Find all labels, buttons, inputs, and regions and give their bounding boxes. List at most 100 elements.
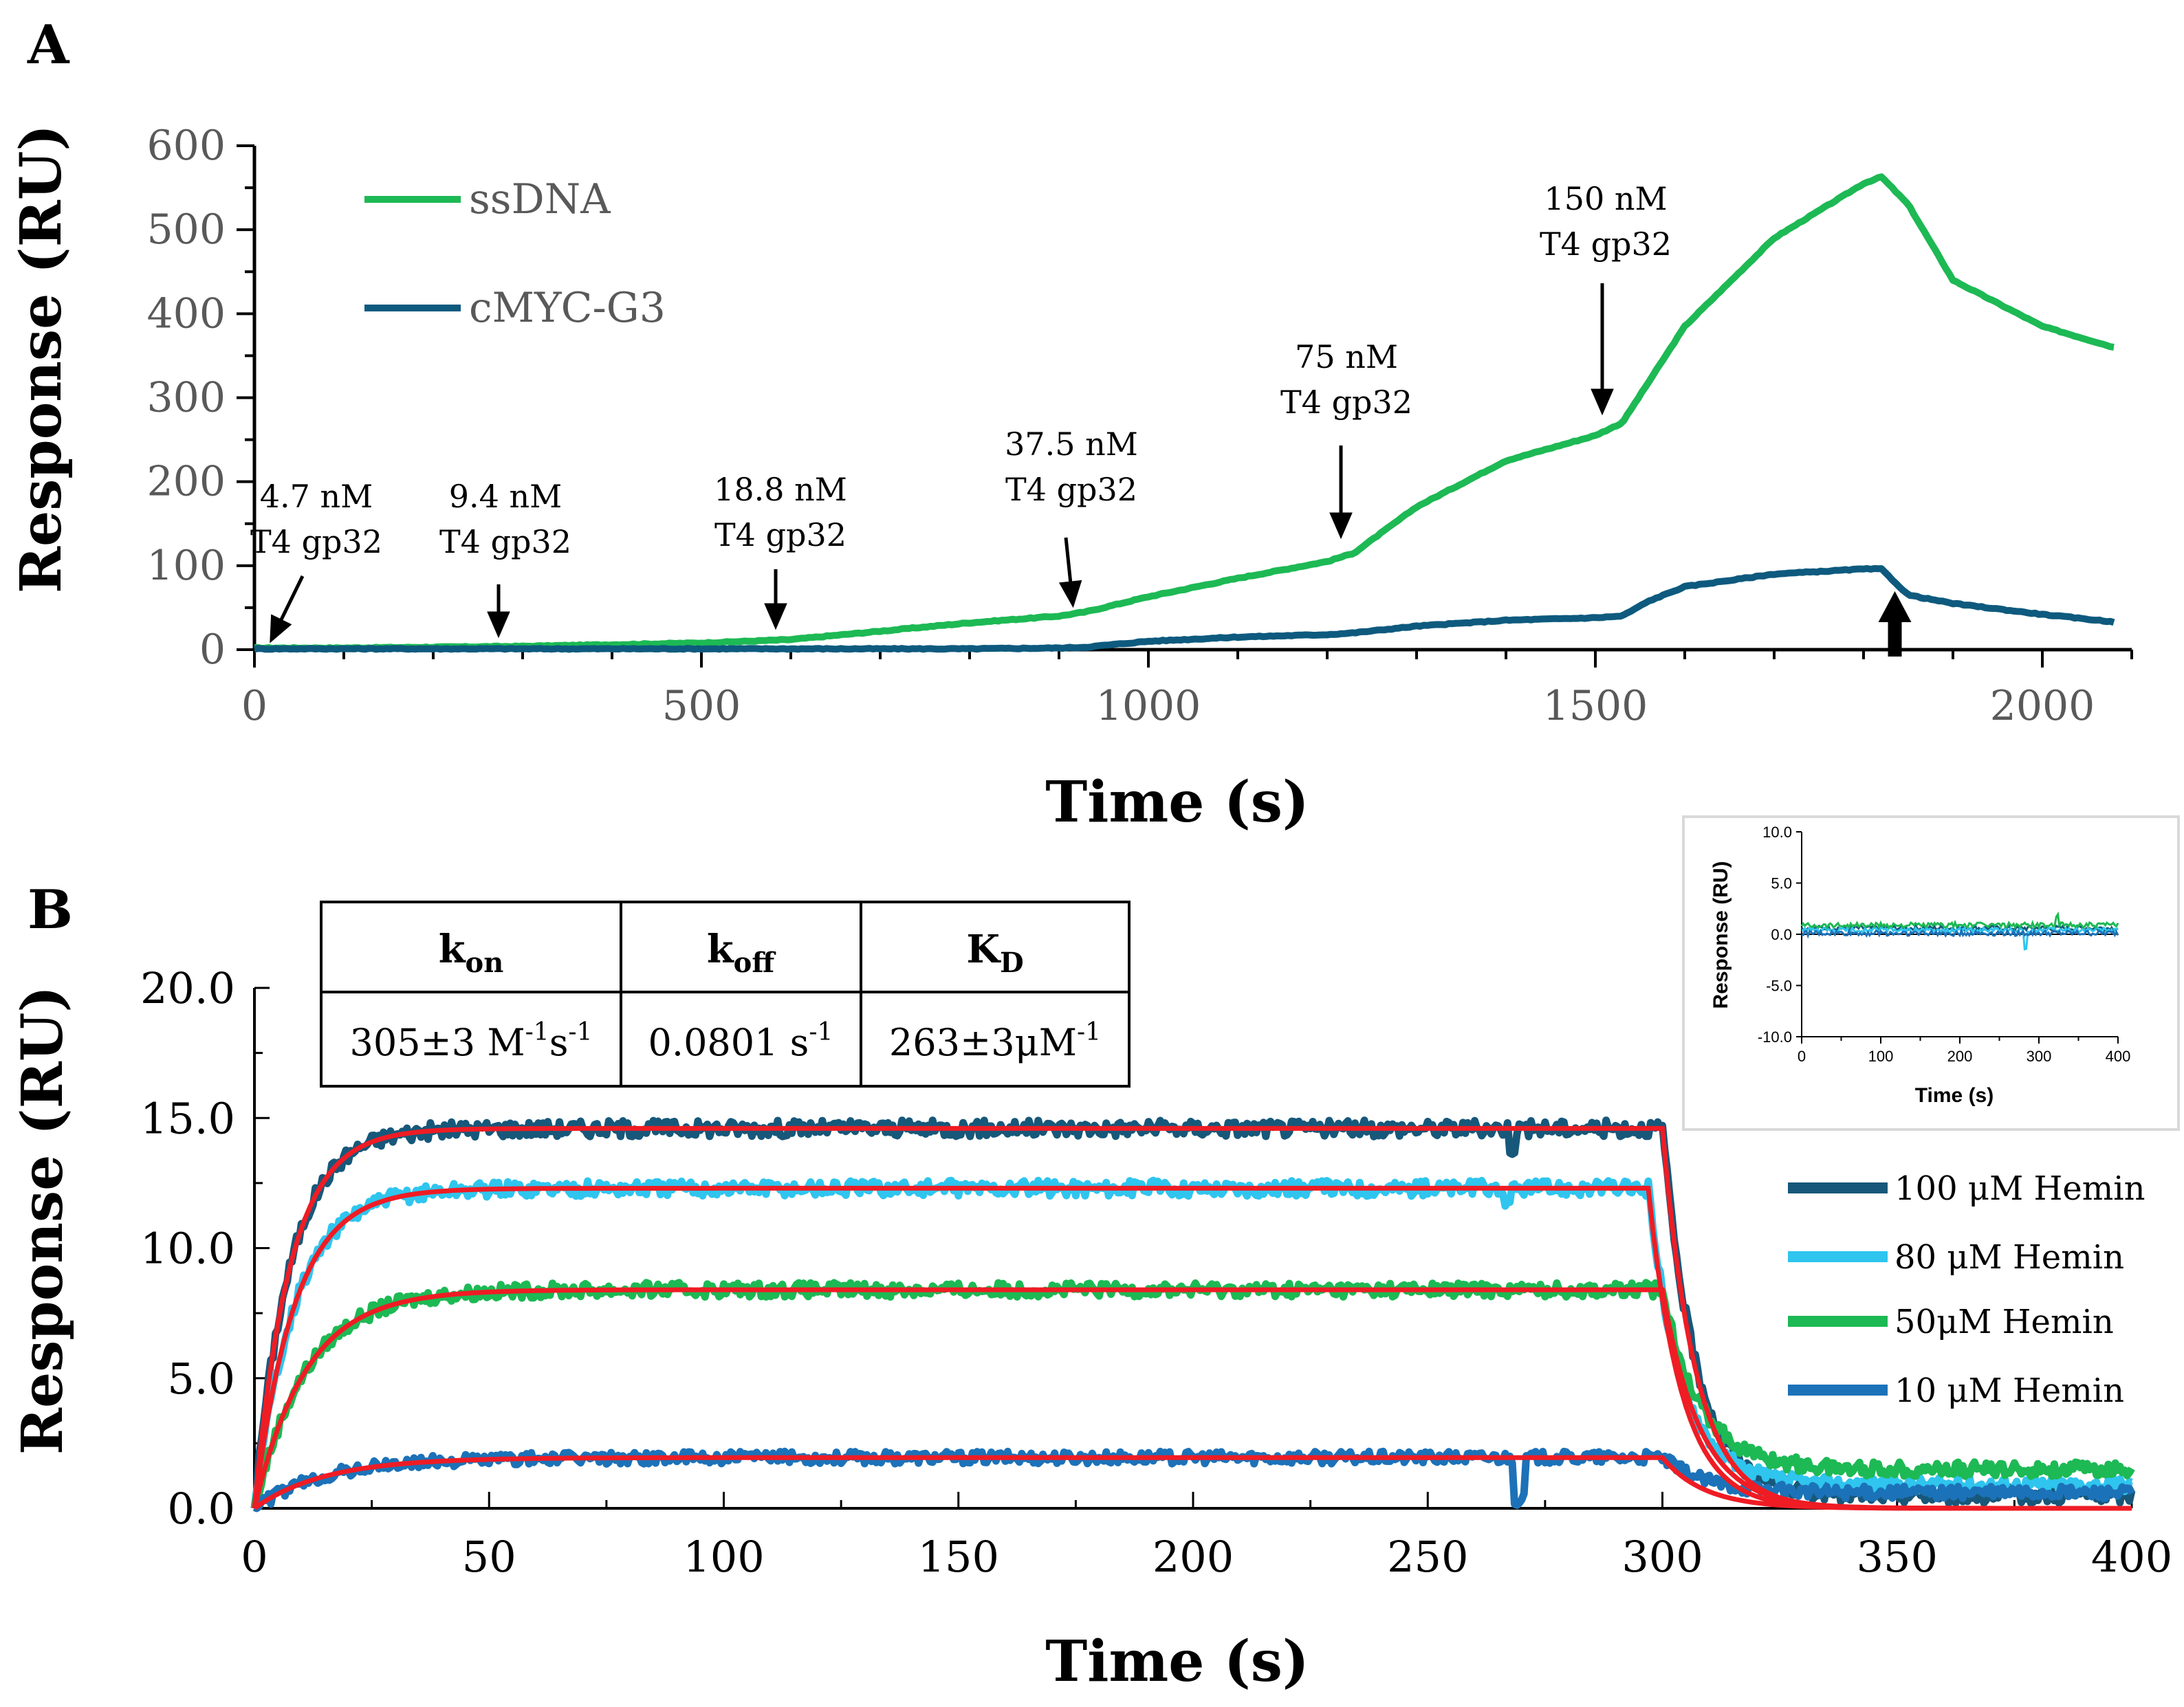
panel-b-fit-curves [252,1125,2132,1511]
annotation-arrow [487,584,510,639]
panel-a-x-tick-labels: 0 500 1000 1500 2000 [241,682,2095,730]
value-kd: 263±3μM-1 [889,1018,1101,1064]
legend-label-ssdna: ssDNA [469,175,611,223]
annotation-150nm: 150 nM T4 gp32 [1540,180,1672,416]
panel-a-x-tick: 0 [241,682,267,730]
inset-x-tick-labels: 0 100 200 300 400 [1798,1048,2130,1065]
inset-x-axis-title: Time (s) [1915,1084,1994,1107]
panel-a-annotations: 4.7 nM T4 gp32 9.4 nM T4 gp32 18.8 nM T4… [250,180,1912,657]
annotation-line1: 37.5 nM [1005,426,1138,463]
panel-b-x-tick-labels: 0 50 100 150 200 250 300 350 400 [241,1532,2172,1582]
legend-label-100um: 100 μM Hemin [1894,1169,2145,1208]
inset-y-tick-labels: 10.0 5.0 0.0 -5.0 -10.0 [1758,824,1792,1046]
inset-series-line [1800,911,2119,930]
annotation-line2: T4 gp32 [1540,225,1672,263]
panel-b-y-tick: 0.0 [167,1484,235,1534]
annotation-18-8nm: 18.8 nM T4 gp32 [714,471,847,630]
panel-a-legend: ssDNA cMYC-G3 [364,175,666,332]
panel-b-series [250,1116,2136,1512]
panel-b-x-tick: 100 [683,1532,764,1582]
panel-a-y-tick: 600 [146,122,226,170]
panel-a-y-tick-labels: 0 100 200 300 400 500 600 [146,122,226,674]
panel-b-y-tick: 20.0 [140,963,235,1013]
legend-label-50um: 50μM Hemin [1894,1303,2114,1341]
fit-curve [252,1455,2132,1511]
annotation-arrow [764,569,787,630]
annotation-9-4nm: 9.4 nM T4 gp32 [439,478,571,639]
annotation-75nm: 75 nM T4 gp32 [1280,338,1412,540]
panel-b-y-tick: 5.0 [167,1354,235,1404]
inset-chart: 10.0 5.0 0.0 -5.0 -10.0 0 100 200 300 40… [1682,815,2180,1131]
inset-x-tick: 400 [2106,1048,2131,1065]
annotation-37-5nm: 37.5 nM T4 gp32 [1005,426,1138,608]
panel-a-label: A [27,14,70,76]
inset-y-tick: -10.0 [1758,1028,1792,1046]
panel-b-x-tick: 250 [1387,1532,1468,1582]
inset-y-tick: 5.0 [1771,875,1792,892]
legend-label-cmyc-g3: cMYC-G3 [469,284,666,332]
panel-b-label: B [28,879,73,941]
panel-a-x-tick: 1000 [1096,682,1201,730]
panel-b-y-tick: 15.0 [140,1093,235,1143]
panel-b-x-tick: 150 [918,1532,999,1582]
panel-b-x-tick: 50 [462,1532,516,1582]
annotation-arrow [1591,283,1614,416]
panel-a-y-tick: 400 [146,289,226,338]
panel-a-y-tick: 500 [146,206,226,254]
panel-b-x-tick: 300 [1621,1532,1703,1582]
panel-b-y-tick-labels: 0.0 5.0 10.0 15.0 20.0 [140,963,235,1534]
annotation-line2: T4 gp32 [250,523,382,560]
panel-a-y-tick: 0 [199,626,226,674]
annotation-4-7nm: 4.7 nM T4 gp32 [250,478,382,643]
annotation-line1: 4.7 nM [260,478,373,515]
panel-a-series [254,173,2115,653]
panel-b-legend: 100 μM Hemin 80 μM Hemin 50μM Hemin 10 μ… [1788,1169,2145,1410]
annotation-line1: 18.8 nM [714,471,847,508]
value-kon: 305±3 M-1s-1 [349,1018,592,1064]
panel-b-x-tick: 0 [241,1532,267,1582]
panel-a: A Response (RU) Time (s) 0 500 1000 1500… [8,14,2133,835]
inset-x-tick: 0 [1798,1048,1806,1065]
panel-b-x-tick: 400 [2091,1532,2172,1582]
panel-b-x-tick: 200 [1153,1532,1234,1582]
annotation-line1: 9.4 nM [449,478,563,515]
series-line-100-m-hemin [250,1116,2136,1509]
value-koff: 0.0801 s-1 [648,1018,833,1064]
series-line-ssdna [254,173,2115,652]
annotation-line1: 150 nM [1544,180,1667,217]
inset-y-tick: -5.0 [1766,978,1792,995]
panel-b-y-axis-title: Response (RU) [10,986,76,1455]
annotation-arrow [1058,537,1082,608]
panel-b-y-tick: 10.0 [140,1224,235,1274]
panel-a-y-tick: 200 [146,458,226,506]
panel-b-x-tick: 350 [1857,1532,1938,1582]
legend-label-10um: 10 μM Hemin [1894,1372,2124,1410]
panel-a-x-tick: 2000 [1990,682,2095,730]
annotation-line2: T4 gp32 [714,516,847,553]
annotation-arrow [270,575,305,643]
inset-y-tick: 10.0 [1762,824,1792,841]
kinetics-table: kon koff KD 305±3 M-1s-1 0.0801 s-1 263±… [320,901,1131,1088]
header-kon: kon [439,927,504,979]
inset-frame [1682,815,2180,1131]
annotation-line1: 75 nM [1295,338,1398,375]
panel-b-x-axis-title: Time (s) [1045,1629,1309,1695]
inset-y-tick: 0.0 [1771,926,1792,943]
annotation-line2: T4 gp32 [1005,471,1137,508]
inset-series [1800,911,2119,951]
panel-a-x-axis-title: Time (s) [1045,769,1309,835]
panel-a-y-tick: 300 [146,374,226,422]
panel-a-x-tick: 500 [662,682,741,730]
legend-label-80um: 80 μM Hemin [1894,1238,2124,1277]
annotation-line2: T4 gp32 [1280,384,1412,421]
panel-b: B Response (RU) Time (s) 0 50 100 150 20… [10,815,2180,1695]
annotation-arrow [1329,445,1353,540]
inset-series-line [1801,927,2119,939]
kinetics-table-border [320,901,1131,1088]
series-line-cmyc-g3 [254,565,2115,653]
inset-y-axis-title: Response (RU) [1710,861,1732,1009]
panel-a-x-tick: 1500 [1543,682,1648,730]
dissociation-arrow-icon [1878,591,1912,657]
inset-x-tick: 100 [1868,1048,1894,1065]
